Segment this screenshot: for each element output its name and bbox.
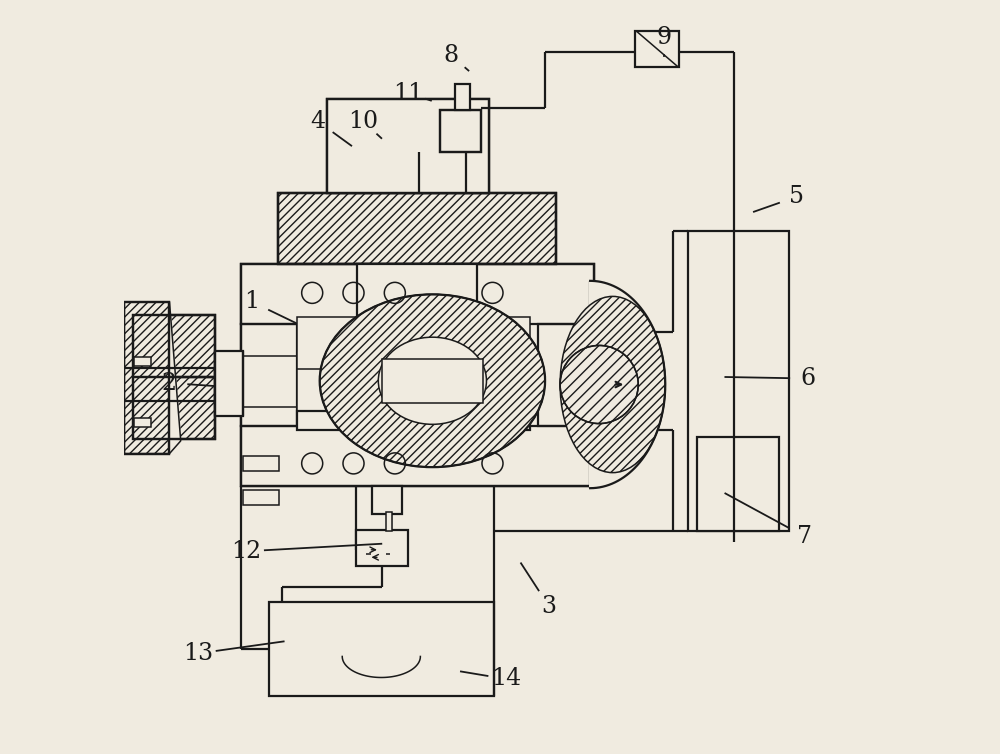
Bar xyxy=(327,99,489,193)
Ellipse shape xyxy=(378,337,486,425)
Bar xyxy=(269,602,494,696)
Bar xyxy=(278,193,556,265)
Bar xyxy=(297,411,530,430)
Text: 4: 4 xyxy=(311,110,326,133)
Bar xyxy=(133,377,215,439)
Bar xyxy=(133,377,215,439)
Bar xyxy=(357,265,477,317)
Text: 11: 11 xyxy=(393,81,423,105)
Bar xyxy=(357,265,477,317)
Bar xyxy=(688,231,789,531)
Bar xyxy=(635,32,679,68)
Bar xyxy=(241,426,594,486)
Text: 1: 1 xyxy=(245,290,260,314)
Ellipse shape xyxy=(320,294,545,467)
Bar xyxy=(356,530,408,566)
Bar xyxy=(134,418,151,427)
Bar xyxy=(241,324,297,426)
Text: 7: 7 xyxy=(797,525,812,547)
Bar xyxy=(297,317,530,430)
Bar xyxy=(278,193,556,265)
Bar xyxy=(440,110,481,152)
Text: 13: 13 xyxy=(183,642,213,665)
Bar xyxy=(357,265,477,317)
Text: 8: 8 xyxy=(444,44,459,67)
Bar xyxy=(538,324,594,426)
Bar xyxy=(243,489,279,504)
Bar xyxy=(241,265,594,324)
Bar xyxy=(241,265,594,486)
Text: 9: 9 xyxy=(656,26,671,49)
Bar xyxy=(243,456,279,471)
Text: 10: 10 xyxy=(348,110,378,133)
Bar xyxy=(133,315,215,377)
Ellipse shape xyxy=(560,296,665,473)
Bar xyxy=(382,359,483,403)
Text: 6: 6 xyxy=(800,367,816,390)
Bar xyxy=(538,324,594,426)
Bar xyxy=(241,426,594,486)
Bar xyxy=(124,302,169,454)
Bar xyxy=(241,324,297,426)
Text: 12: 12 xyxy=(231,540,261,562)
Ellipse shape xyxy=(560,345,638,424)
Bar xyxy=(278,193,556,265)
Bar xyxy=(124,302,169,454)
Bar xyxy=(372,486,402,513)
Bar xyxy=(297,411,530,430)
Polygon shape xyxy=(590,280,665,488)
Bar xyxy=(327,99,489,193)
Bar xyxy=(386,512,392,531)
Bar xyxy=(297,411,530,430)
Bar xyxy=(215,351,243,416)
Text: 3: 3 xyxy=(541,595,556,618)
Text: 2: 2 xyxy=(162,372,177,394)
Bar xyxy=(440,110,481,152)
Bar xyxy=(455,84,470,110)
Text: 5: 5 xyxy=(789,185,804,208)
Bar xyxy=(133,315,215,377)
Polygon shape xyxy=(124,302,181,454)
Bar xyxy=(133,315,215,439)
Text: 14: 14 xyxy=(491,667,521,691)
Bar xyxy=(241,265,594,324)
Bar xyxy=(327,99,489,193)
Bar xyxy=(440,110,481,152)
Bar xyxy=(697,437,779,531)
Bar xyxy=(134,357,151,366)
